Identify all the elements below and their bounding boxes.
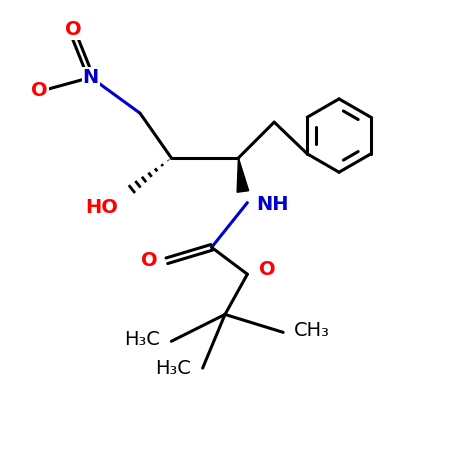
Text: O: O	[141, 251, 158, 270]
Text: N: N	[83, 68, 99, 87]
Text: H₃C: H₃C	[156, 359, 191, 378]
Text: O: O	[65, 20, 81, 39]
Text: HO: HO	[85, 198, 117, 216]
Text: CH₃: CH₃	[294, 320, 330, 340]
Text: O: O	[259, 260, 275, 279]
Text: NH: NH	[256, 195, 289, 214]
Text: H₃C: H₃C	[124, 329, 160, 349]
Text: O: O	[31, 81, 48, 100]
Polygon shape	[237, 158, 249, 192]
